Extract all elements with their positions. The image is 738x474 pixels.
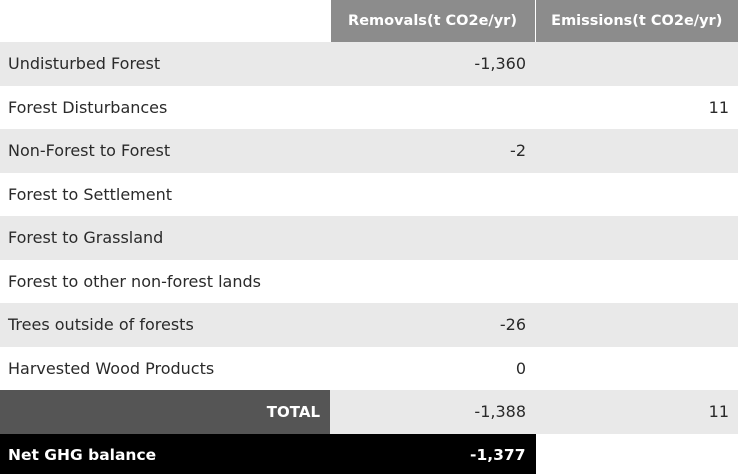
row-removals: -1,360 [330, 42, 535, 86]
row-removals [330, 85, 535, 129]
row-removals: -26 [330, 303, 535, 347]
table-row: Forest to Settlement [0, 172, 738, 216]
net-row: Net GHG balance -1,377 [0, 433, 738, 474]
row-label: Non-Forest to Forest [0, 129, 330, 173]
row-removals: 0 [330, 346, 535, 390]
row-emissions [535, 172, 738, 216]
row-label: Forest Disturbances [0, 85, 330, 129]
row-emissions [535, 216, 738, 260]
header-emissions: Emissions(t CO2e/yr) [534, 0, 738, 42]
header-removals: Removals(t CO2e/yr) [329, 0, 535, 42]
table-row: Harvested Wood Products 0 [0, 346, 738, 390]
table-row: Forest Disturbances 11 [0, 85, 738, 129]
table-row: Trees outside of forests -26 [0, 303, 738, 347]
row-label: Harvested Wood Products [0, 346, 330, 390]
row-label: Undisturbed Forest [0, 42, 330, 86]
table-row: Non-Forest to Forest -2 [0, 129, 738, 173]
table-header-row: Removals(t CO2e/yr) Emissions(t CO2e/yr) [0, 0, 738, 42]
row-label: Forest to Settlement [0, 172, 330, 216]
table-row: Forest to Grassland [0, 216, 738, 260]
row-removals [330, 172, 535, 216]
row-emissions: 11 [535, 85, 738, 129]
row-emissions [535, 42, 738, 86]
row-removals [330, 259, 535, 303]
total-emissions: 11 [535, 390, 738, 434]
net-empty-cell [535, 433, 738, 474]
row-removals [330, 216, 535, 260]
row-label: Forest to other non-forest lands [0, 259, 330, 303]
row-label: Forest to Grassland [0, 216, 330, 260]
total-label: TOTAL [0, 390, 330, 434]
table-row: Undisturbed Forest -1,360 [0, 42, 738, 86]
table-row: Forest to other non-forest lands [0, 259, 738, 303]
row-label: Trees outside of forests [0, 303, 330, 347]
total-removals: -1,388 [330, 390, 535, 434]
row-emissions [535, 259, 738, 303]
row-emissions [535, 346, 738, 390]
net-label: Net GHG balance [0, 433, 330, 474]
total-row: TOTAL -1,388 11 [0, 390, 738, 434]
row-emissions [535, 129, 738, 173]
net-value: -1,377 [330, 433, 536, 474]
header-blank [0, 0, 330, 42]
row-emissions [535, 303, 738, 347]
row-removals: -2 [330, 129, 535, 173]
